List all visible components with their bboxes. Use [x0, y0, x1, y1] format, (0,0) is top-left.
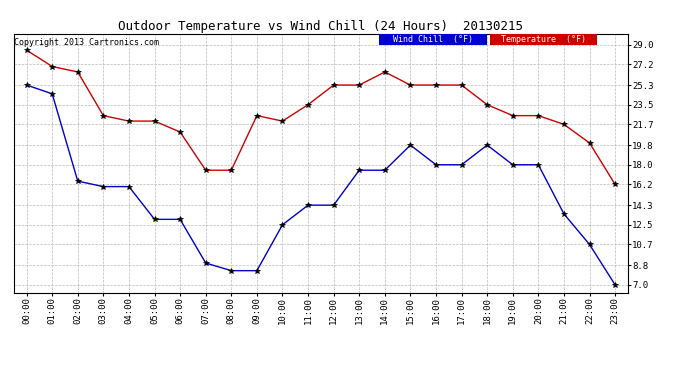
Text: Temperature  (°F): Temperature (°F) — [501, 35, 586, 44]
FancyBboxPatch shape — [490, 34, 597, 45]
Text: Wind Chill  (°F): Wind Chill (°F) — [393, 35, 473, 44]
Title: Outdoor Temperature vs Wind Chill (24 Hours)  20130215: Outdoor Temperature vs Wind Chill (24 Ho… — [119, 20, 523, 33]
Text: Copyright 2013 Cartronics.com: Copyright 2013 Cartronics.com — [14, 38, 159, 46]
FancyBboxPatch shape — [380, 34, 486, 45]
